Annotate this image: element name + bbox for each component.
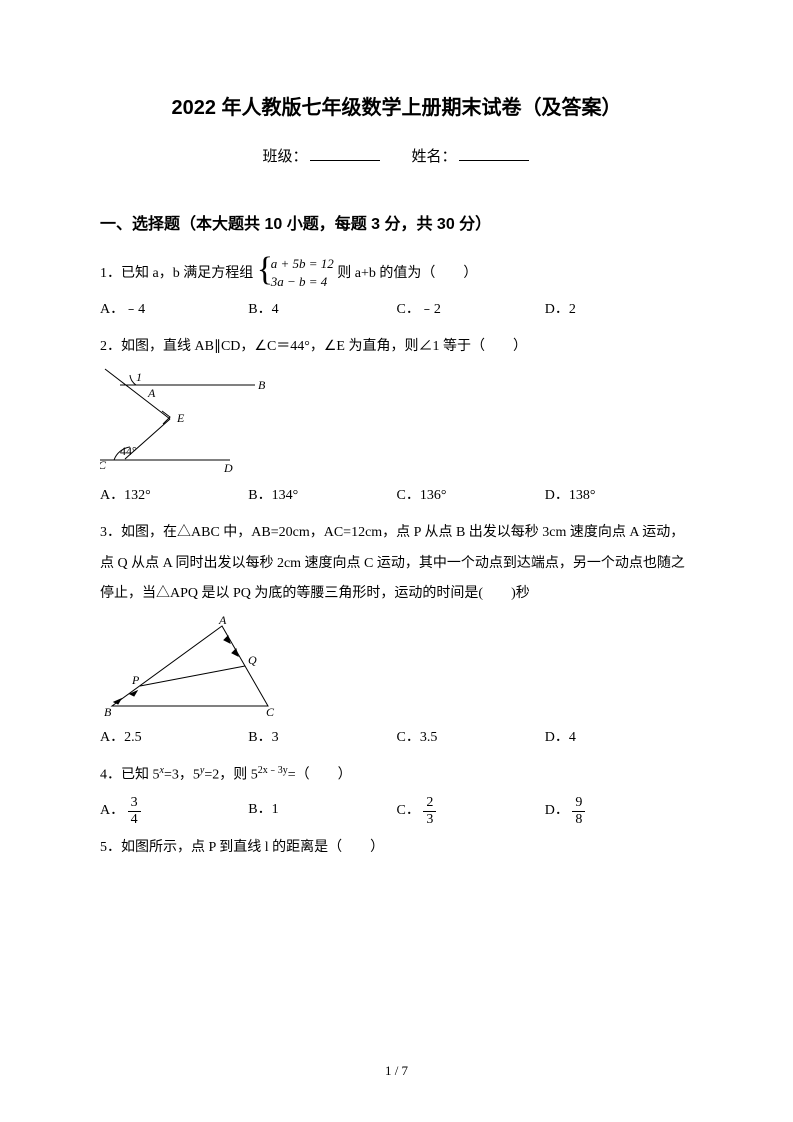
q1-options: A．﹣4 B．4 C．﹣2 D．2 <box>100 295 693 326</box>
q3-opt-d: D．4 <box>545 723 693 754</box>
q3-opt-b: B．3 <box>248 723 396 754</box>
q2-label-C: C <box>100 458 107 472</box>
meta-row: 班级： 姓名： <box>100 144 693 171</box>
question-5: 5．如图所示，点 P 到直线 l 的距离是（ ） <box>100 833 693 864</box>
q3-label-C: C <box>266 705 275 719</box>
q3-opt-c: C．3.5 <box>397 723 545 754</box>
q1-opt-c: C．﹣2 <box>397 295 545 326</box>
q1-suffix: 则 a+b 的值为（ ） <box>337 266 477 281</box>
q3-svg: A B C P Q <box>100 614 290 719</box>
q2-opt-b: B．134° <box>248 481 396 512</box>
q4-pre: 4．已知 5 <box>100 768 160 783</box>
q1-prefix: 1．已知 a，b 满足方程组 <box>100 266 253 281</box>
q4-a-frac: 34 <box>128 795 141 827</box>
q4-d-frac: 98 <box>572 795 585 827</box>
q3-label-P: P <box>131 673 140 687</box>
q4-c-frac: 23 <box>423 795 436 827</box>
page-title: 2022 年人教版七年级数学上册期末试卷（及答案） <box>100 90 693 126</box>
q1-opt-a: A．﹣4 <box>100 295 248 326</box>
q3-label-A: A <box>218 614 227 627</box>
q4-a-label: A． <box>100 804 124 819</box>
q4-opt-c: C． 23 <box>397 795 545 827</box>
question-3: 3．如图，在△ABC 中，AB=20cm，AC=12cm，点 P 从点 B 出发… <box>100 518 693 610</box>
section-heading: 一、选择题（本大题共 10 小题，每题 3 分，共 30 分） <box>100 211 693 240</box>
q4-opt-a: A． 34 <box>100 795 248 827</box>
q2-options: A．132° B．134° C．136° D．138° <box>100 481 693 512</box>
q3-label-Q: Q <box>248 653 257 667</box>
q4-mid1: =3，5 <box>164 768 200 783</box>
q1-eq2: 3a − b = 4 <box>271 274 328 289</box>
q4-suf: =（ ） <box>288 768 352 783</box>
class-label: 班级： <box>262 149 307 165</box>
q2-label-1: 1 <box>136 370 142 384</box>
q1-opt-b: B．4 <box>248 295 396 326</box>
q4-expc: 2x﹣3y <box>258 765 288 776</box>
q4-options: A． 34 B．1 C． 23 D． 98 <box>100 795 693 827</box>
q2-label-A: A <box>147 386 156 400</box>
q2-diagram: 1 A B E 44° C D <box>100 367 693 477</box>
q4-mid2: =2，则 5 <box>204 768 257 783</box>
q4-opt-b: B．1 <box>248 795 396 827</box>
q4-opt-d: D． 98 <box>545 795 693 827</box>
q2-opt-c: C．136° <box>397 481 545 512</box>
q1-opt-d: D．2 <box>545 295 693 326</box>
q3-diagram: A B C P Q <box>100 614 693 719</box>
q2-label-D: D <box>223 461 233 475</box>
question-2: 2．如图，直线 AB∥CD，∠C＝44°，∠E 为直角，则∠1 等于（ ） <box>100 332 693 363</box>
q2-opt-d: D．138° <box>545 481 693 512</box>
question-4: 4．已知 5x=3，5y=2，则 52x﹣3y=（ ） <box>100 760 693 791</box>
q4-d-label: D． <box>545 804 569 819</box>
q3-opt-a: A．2.5 <box>100 723 248 754</box>
q2-opt-a: A．132° <box>100 481 248 512</box>
class-blank <box>310 146 380 161</box>
q1-eq1: a + 5b = 12 <box>271 256 334 271</box>
question-1: 1．已知 a，b 满足方程组 a + 5b = 12 3a − b = 4 则 … <box>100 256 693 292</box>
q3-label-B: B <box>104 705 112 719</box>
q2-svg: 1 A B E 44° C D <box>100 367 265 477</box>
name-label: 姓名： <box>412 149 457 165</box>
q2-label-E: E <box>176 411 185 425</box>
q2-label-B: B <box>258 378 265 392</box>
q2-label-44: 44° <box>120 444 137 458</box>
page-footer: 1 / 7 <box>0 1059 793 1082</box>
q1-equation-brace: a + 5b = 12 3a − b = 4 <box>257 256 334 292</box>
q4-c-label: C． <box>397 804 420 819</box>
name-blank <box>459 146 529 161</box>
q3-options: A．2.5 B．3 C．3.5 D．4 <box>100 723 693 754</box>
